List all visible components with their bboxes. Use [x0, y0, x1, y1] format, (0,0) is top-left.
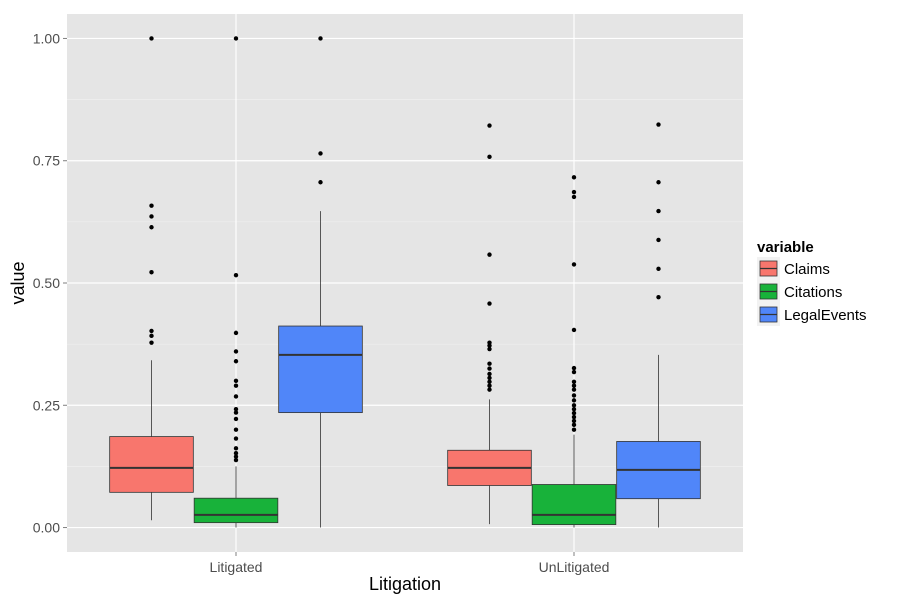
y-tick-label: 0.50	[33, 275, 60, 291]
legend-label: Citations	[784, 284, 842, 301]
outlier-point	[233, 454, 239, 459]
outlier-point	[487, 379, 492, 384]
outlier-point	[233, 378, 239, 384]
outlier-point	[233, 436, 239, 441]
outlier-point	[487, 361, 492, 366]
outlier-point	[233, 272, 239, 278]
legend-item-legalevents: LegalEvents	[757, 303, 867, 326]
outlier-point	[656, 180, 661, 185]
y-tick-label: 0.00	[33, 520, 60, 536]
outlier-point	[656, 122, 661, 127]
outlier-point	[233, 394, 239, 399]
box-iqr	[193, 497, 279, 524]
outlier-point	[571, 403, 577, 408]
outlier-point	[656, 208, 661, 214]
y-axis: 0.00 0.25 0.50 0.75 1.00	[33, 30, 67, 536]
x-tick-label: Litigated	[210, 559, 263, 575]
outlier-point	[318, 36, 323, 41]
outlier-point	[487, 301, 492, 306]
y-tick-label: 0.75	[33, 153, 60, 169]
outlier-point	[571, 398, 577, 403]
y-tick-label: 0.25	[33, 397, 60, 413]
outlier-point	[233, 330, 239, 336]
box-citations-litigated	[193, 36, 279, 528]
outlier-point	[149, 333, 154, 339]
outlier-point	[149, 214, 154, 219]
outlier-point	[149, 203, 154, 208]
outlier-point	[233, 383, 239, 388]
outlier-point	[487, 252, 492, 257]
outlier-point	[487, 340, 492, 345]
outlier-point	[233, 427, 239, 432]
legend-title: variable	[757, 239, 814, 256]
x-axis-title: Litigation	[369, 574, 441, 594]
legend: variable Claims Citations LegalEvents	[757, 239, 867, 326]
outlier-point	[233, 36, 239, 41]
outlier-point	[571, 262, 577, 267]
outlier-point	[571, 194, 577, 200]
outlier-point	[487, 123, 492, 128]
y-tick-label: 1.00	[33, 30, 60, 46]
x-tick-label: UnLitigated	[539, 559, 610, 575]
outlier-point	[233, 359, 239, 364]
outlier-point	[487, 383, 492, 388]
outlier-point	[571, 369, 577, 375]
box-claims-unlitigated	[447, 123, 532, 525]
outlier-point	[233, 451, 239, 456]
outlier-point	[571, 422, 577, 428]
outlier-point	[656, 294, 661, 300]
outlier-point	[487, 366, 492, 371]
outlier-point	[233, 410, 239, 415]
outlier-point	[656, 237, 661, 243]
box-legalevents-unlitigated	[616, 122, 701, 528]
x-axis: Litigated UnLitigated	[210, 552, 610, 575]
outlier-point	[149, 328, 154, 334]
outlier-point	[149, 340, 154, 345]
outlier-point	[149, 270, 154, 275]
box-iqr	[278, 325, 363, 414]
outlier-point	[233, 457, 239, 463]
outlier-point	[149, 36, 154, 41]
legend-item-citations: Citations	[757, 280, 842, 303]
outlier-point	[487, 375, 492, 381]
outlier-point	[318, 151, 323, 156]
outlier-point	[571, 414, 577, 420]
outlier-point	[233, 416, 239, 422]
outlier-point	[318, 180, 323, 185]
outlier-point	[571, 365, 577, 371]
outlier-point	[571, 189, 577, 195]
legend-label: Claims	[784, 261, 830, 278]
outlier-point	[487, 387, 492, 392]
box-citations-unlitigated	[531, 175, 617, 528]
outlier-point	[233, 349, 239, 354]
outlier-point	[487, 154, 492, 160]
outlier-point	[571, 383, 577, 388]
outlier-point	[571, 387, 577, 392]
box-claims-litigated	[109, 36, 194, 521]
box-iqr	[531, 484, 617, 526]
outlier-point	[571, 427, 577, 432]
outlier-point	[571, 406, 577, 412]
outlier-point	[571, 393, 577, 398]
legend-label: LegalEvents	[784, 307, 867, 324]
outlier-point	[571, 379, 577, 384]
y-axis-title: value	[8, 261, 28, 304]
outlier-point	[487, 346, 492, 352]
outlier-point	[656, 266, 661, 272]
outlier-point	[149, 225, 154, 230]
outlier-point	[571, 410, 577, 416]
outlier-point	[571, 175, 577, 180]
outlier-point	[571, 327, 577, 333]
outlier-point	[233, 446, 239, 451]
box-iqr	[109, 436, 194, 493]
boxplots	[109, 36, 701, 528]
outlier-point	[571, 418, 577, 424]
box-legalevents-litigated	[278, 36, 363, 528]
legend-item-claims: Claims	[757, 257, 830, 280]
outlier-point	[233, 406, 239, 412]
outlier-point	[487, 371, 492, 377]
